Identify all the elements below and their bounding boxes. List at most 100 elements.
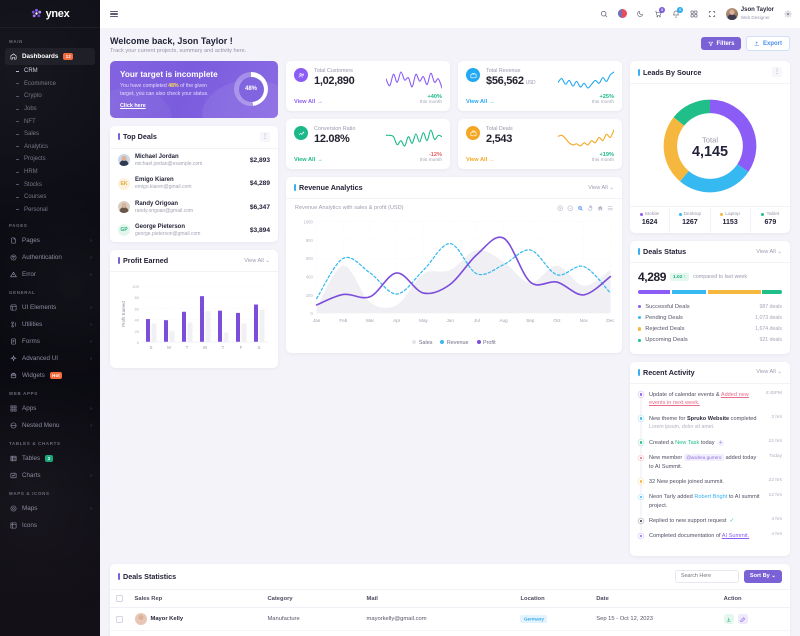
reset-zoom-icon[interactable]: [557, 205, 564, 212]
sidebar-item-courses[interactable]: Courses: [0, 191, 100, 204]
sidebar-item-sales[interactable]: Sales: [0, 128, 100, 141]
dark-mode-icon[interactable]: [636, 9, 645, 18]
sidebar-item-utilities[interactable]: Utilities ›: [0, 316, 100, 333]
select-all-checkbox[interactable]: [116, 595, 123, 602]
list-item[interactable]: Randy Origoan randy.origoan@gmail.com $6…: [110, 195, 278, 218]
top-deals-kebab-icon[interactable]: ⋮: [260, 131, 270, 142]
menu-export-icon[interactable]: [607, 205, 614, 212]
target-percent: 48%: [168, 83, 179, 89]
avatar: [725, 7, 738, 20]
sidebar-item-nft[interactable]: NFT: [0, 115, 100, 128]
sidebar-item-icons[interactable]: Icons: [0, 517, 100, 534]
export-button[interactable]: Export: [746, 36, 790, 51]
activity-item[interactable]: Completed documentation of AI Summit. 4 …: [638, 532, 782, 547]
sidebar-item-analytics[interactable]: Analytics: [0, 141, 100, 154]
gear-icon[interactable]: [783, 9, 792, 18]
sort-by-button[interactable]: Sort By ⌄: [743, 569, 782, 583]
sparkline-chart: [385, 126, 443, 148]
profit-earned-view-all[interactable]: View All ⌄: [244, 257, 270, 264]
sidebar-item-jobs[interactable]: Jobs: [0, 103, 100, 116]
activity-item[interactable]: Created a New Task today + 22 hrs: [638, 439, 782, 454]
sidebar-item-apps[interactable]: Apps ›: [0, 400, 100, 417]
edit-button[interactable]: [738, 614, 749, 625]
legend-profit[interactable]: Profit: [476, 339, 496, 346]
language-flag-icon[interactable]: [617, 9, 627, 19]
stat-view-all[interactable]: View All →: [466, 157, 495, 163]
row-checkbox[interactable]: [116, 616, 123, 623]
zoom-out-icon[interactable]: [567, 205, 574, 212]
map-icon: [9, 505, 17, 513]
top-deals-title: Top Deals: [118, 132, 157, 141]
bullet-icon: [16, 121, 19, 123]
sidebar-item-ui-elements[interactable]: UI Elements ›: [0, 299, 100, 316]
profit-earned-card: Profit Earned View All ⌄ 0 20 40 60 80 100 Pro…: [110, 250, 278, 369]
grid-apps-icon[interactable]: [690, 9, 699, 18]
search-input[interactable]: [674, 569, 739, 583]
sidebar-nav: MAIN Dashboards 12 CRM Ecommerce Crypto …: [0, 28, 100, 554]
sidebar-item-crypto[interactable]: Crypto: [0, 90, 100, 103]
sidebar-item-charts[interactable]: Charts ›: [0, 467, 100, 484]
deals-statistics-table: Sales Rep Category Mail Location Date Ac…: [110, 589, 790, 636]
stat-view-all[interactable]: View All →: [294, 157, 323, 163]
sidebar-item-projects[interactable]: Projects: [0, 153, 100, 166]
sidebar-item-maps[interactable]: Maps ›: [0, 500, 100, 517]
activity-item[interactable]: Neon Tarly added Robert Bright to AI sum…: [638, 493, 782, 517]
bell-icon[interactable]: 0: [672, 6, 684, 18]
col-date: Date: [590, 589, 718, 609]
sidebar-item-hrm[interactable]: HRM: [0, 166, 100, 179]
sidebar-item-tables[interactable]: Tables 3: [0, 450, 100, 467]
sidebar-item-personal[interactable]: Personal: [0, 204, 100, 217]
list-item[interactable]: EK Emigo Kiaren emigo.kiaren@gmail.com $…: [110, 172, 278, 195]
sidebar-item-pages[interactable]: Pages ›: [0, 232, 100, 249]
home-reset-icon[interactable]: [597, 205, 604, 212]
download-button[interactable]: [723, 614, 734, 625]
sidebar-item-advanced-ui[interactable]: Advanced UI ›: [0, 350, 100, 367]
target-click-here-link[interactable]: Click here: [120, 102, 146, 109]
user-profile[interactable]: Json Taylor Web Designer: [725, 7, 774, 20]
avatar: [118, 201, 130, 214]
activity-item[interactable]: Replied to new support request ✓ 4 hrs: [638, 517, 782, 532]
svg-text:Aug: Aug: [500, 317, 509, 322]
activity-item[interactable]: 32 New people joined summit. 22 hrs: [638, 478, 782, 493]
activity-item[interactable]: New theme for Spruko Website completed Lo…: [638, 415, 782, 439]
col-category: Category: [261, 589, 361, 609]
table-row[interactable]: Andrew Garfield Development andrewgarfie…: [110, 630, 790, 636]
activity-item[interactable]: New member @andrea gurrero added today t…: [638, 454, 782, 478]
sidebar-item-error[interactable]: Error ›: [0, 266, 100, 283]
list-item[interactable]: GP George Pieterson george.pieterson@gma…: [110, 219, 278, 242]
filters-button[interactable]: Filters: [700, 37, 742, 50]
legend-sales[interactable]: Sales: [412, 339, 432, 346]
sidebar-item-dashboards[interactable]: Dashboards 12: [5, 48, 95, 65]
recent-activity-view-all[interactable]: View All ⌄: [756, 369, 782, 376]
legend-revenue[interactable]: Revenue: [440, 339, 469, 346]
sidebar-item-crm[interactable]: CRM: [0, 65, 100, 78]
deals-status-note: compared to last week: [693, 274, 748, 280]
table-row[interactable]: Mayor Kelly Manufacture mayorkelly@gmail…: [110, 607, 790, 632]
svg-text:F: F: [240, 345, 243, 350]
sidebar-item-ecommerce[interactable]: Ecommerce: [0, 78, 100, 91]
zoom-in-icon[interactable]: [577, 205, 584, 212]
activity-item[interactable]: Update of calendar events & Added new ev…: [638, 391, 782, 415]
deals-status-view-all[interactable]: View All ⌄: [756, 248, 782, 255]
sidebar-item-forms[interactable]: Forms ›: [0, 333, 100, 350]
revenue-analytics-view-all[interactable]: View All ⌄: [588, 184, 614, 191]
hamburger-menu-icon[interactable]: [110, 10, 118, 18]
sidebar-item-stocks[interactable]: Stocks: [0, 178, 100, 191]
table-header-row: Sales Rep Category Mail Location Date Ac…: [110, 589, 790, 609]
cell-date: Apr 10 - Dec 12, 2023: [590, 630, 718, 636]
chart-icon: [9, 472, 17, 480]
brand[interactable]: ynex: [0, 0, 100, 28]
activity-text: Update of calendar events & Added new ev…: [649, 391, 749, 407]
stat-view-all[interactable]: View All →: [294, 99, 323, 105]
search-icon[interactable]: [600, 9, 609, 18]
stat-view-all[interactable]: View All →: [466, 99, 495, 105]
fullscreen-icon[interactable]: [708, 9, 717, 18]
list-item[interactable]: Michael Jordan michael.jordan@example.co…: [110, 149, 278, 172]
pan-icon[interactable]: [587, 205, 594, 212]
sidebar-item-widgets[interactable]: Widgets Hot: [0, 367, 100, 384]
cart-icon[interactable]: 0: [654, 6, 666, 18]
stat-label: Conversion Ratio: [314, 126, 356, 132]
sidebar-item-authentication[interactable]: Authentication ›: [0, 249, 100, 266]
leads-kebab-icon[interactable]: ⋮: [772, 67, 782, 77]
sidebar-item-nested-menu[interactable]: Nested Menu ›: [0, 417, 100, 434]
